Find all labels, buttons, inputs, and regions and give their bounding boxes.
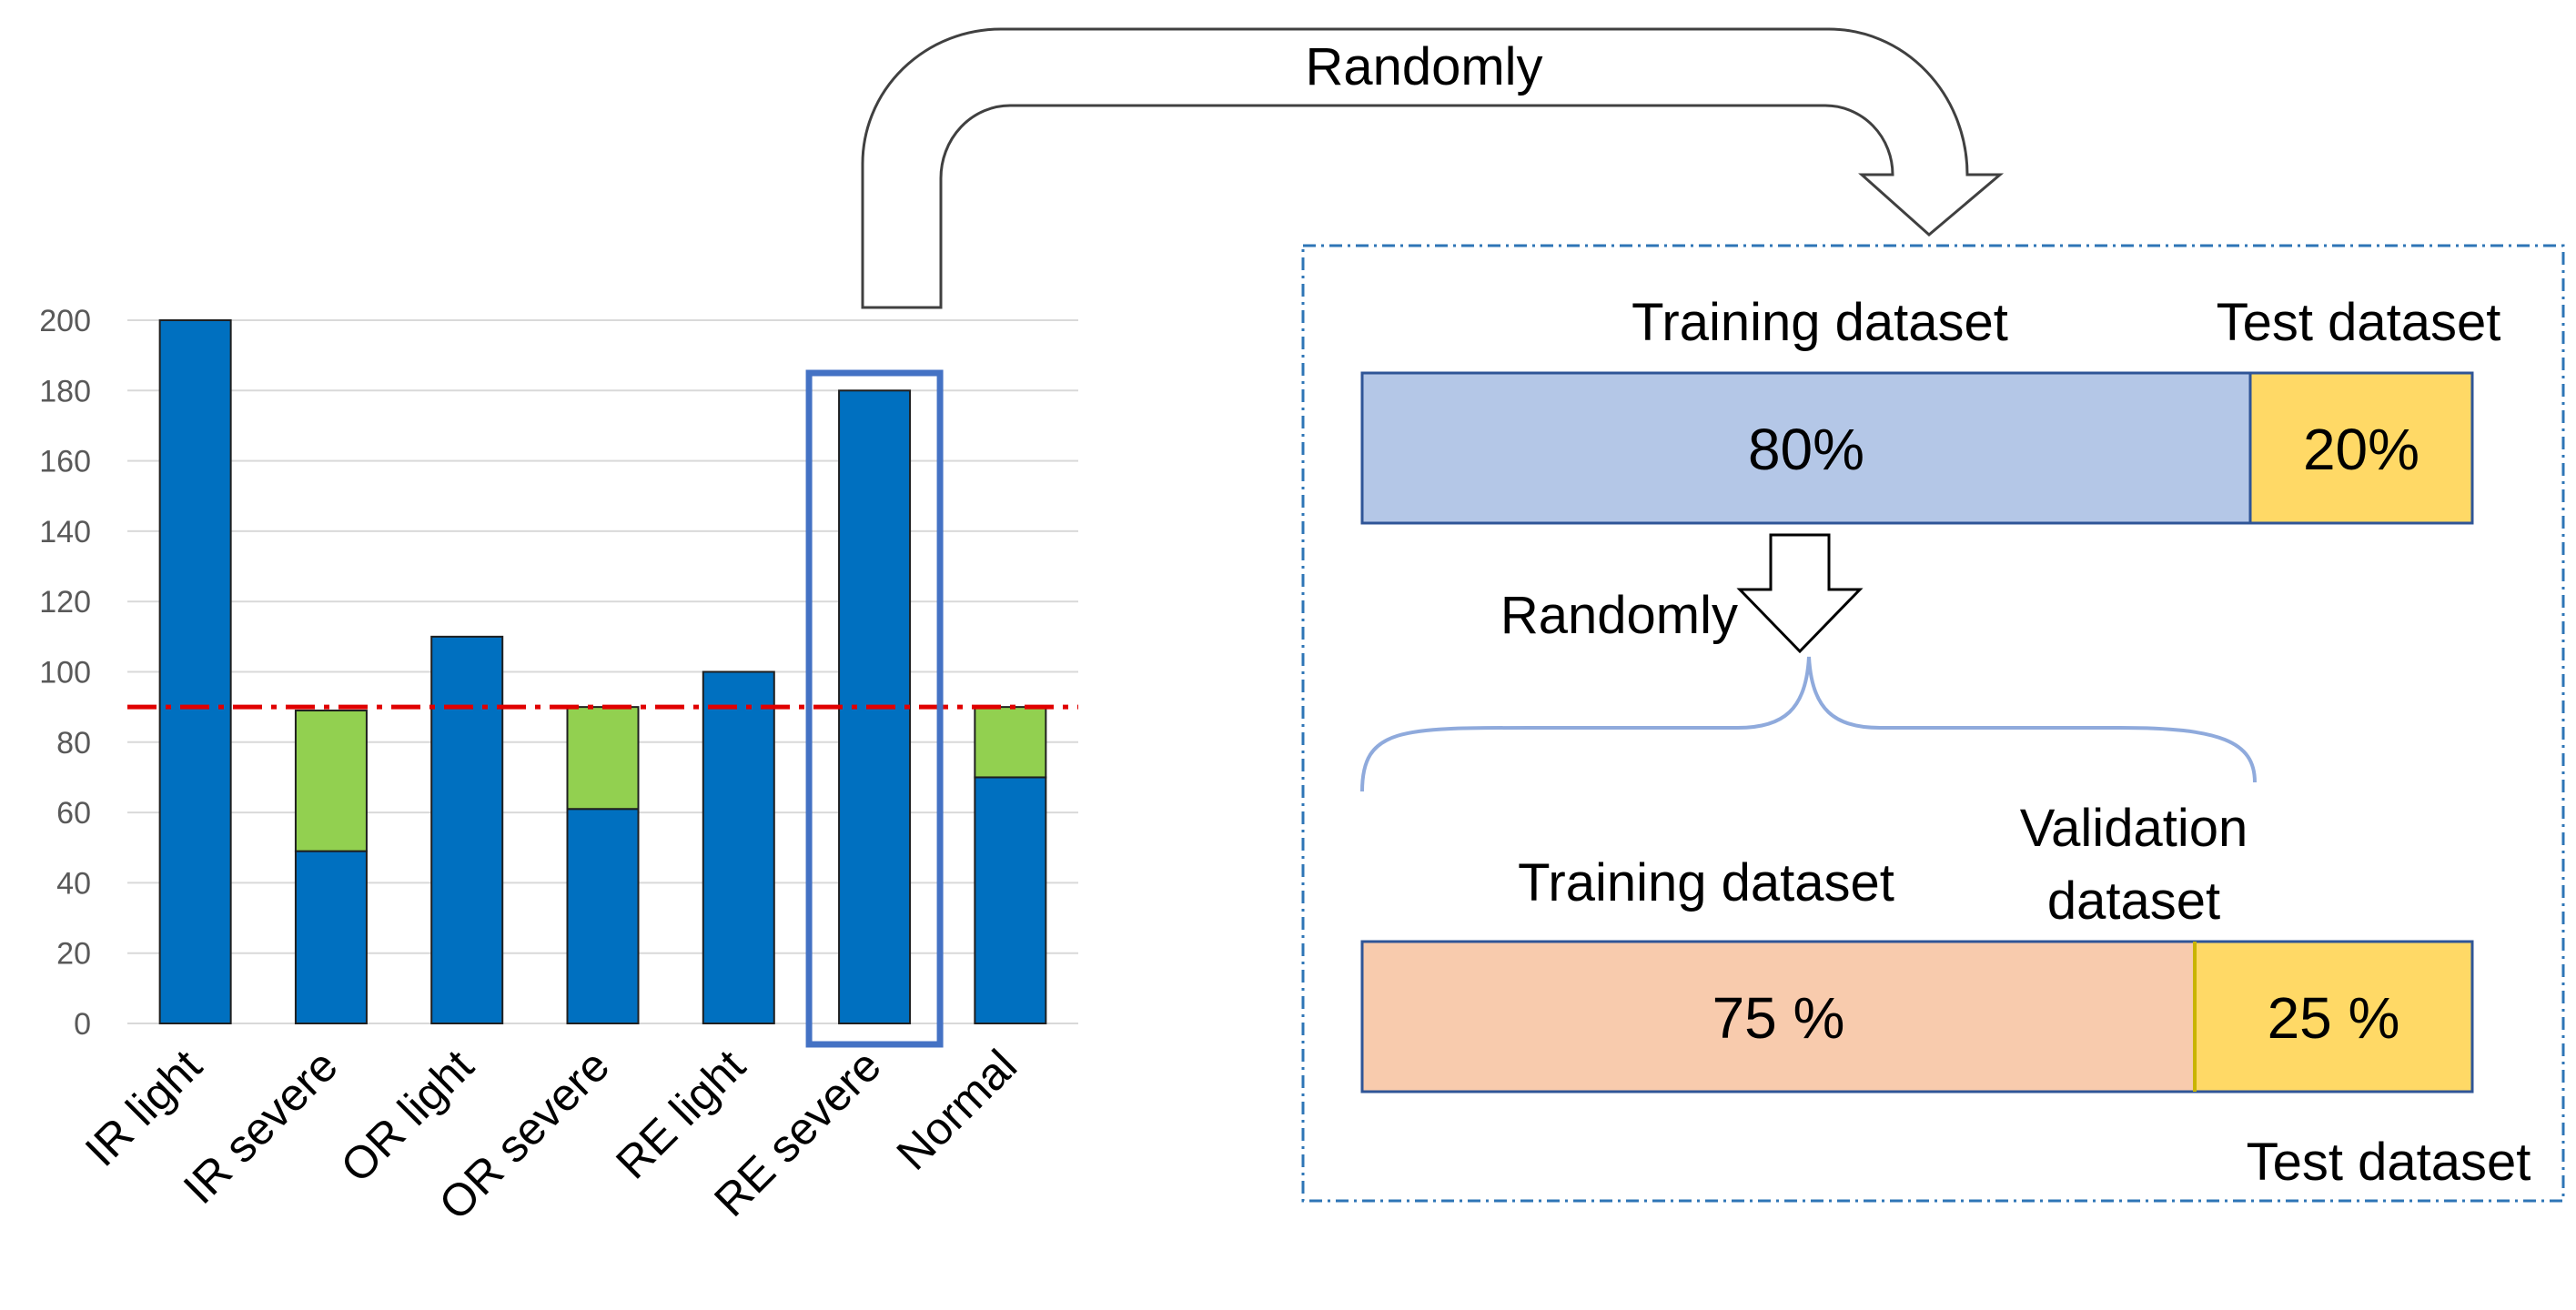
y-tick-label: 180 <box>39 374 91 408</box>
curved-arrow <box>861 27 2005 309</box>
y-tick-label: 60 <box>56 796 91 831</box>
category-label: Normal <box>887 1040 1027 1180</box>
split2-val-percent: 25 % <box>2268 985 2400 1051</box>
bar-original <box>702 670 775 1024</box>
chart-bars <box>158 319 1047 1024</box>
bar-original <box>974 776 1047 1024</box>
bar-augmented <box>566 706 640 811</box>
split2-train-bar <box>1360 940 2197 1093</box>
y-tick-label: 160 <box>39 445 91 479</box>
bar-original <box>294 850 368 1024</box>
bar-original <box>566 808 640 1024</box>
highlight-box <box>805 369 944 1048</box>
split2-val-bar <box>2193 940 2474 1093</box>
bar-original <box>430 635 504 1024</box>
split2-val-label-line2: dataset <box>2047 872 2220 931</box>
y-tick-label: 40 <box>56 866 91 901</box>
y-tick-label: 100 <box>39 656 91 690</box>
y-tick-label: 120 <box>39 585 91 620</box>
top-arrow-label: Randomly <box>1305 37 1542 96</box>
down-arrow <box>1736 533 1864 654</box>
split1-train-percent: 80% <box>1748 417 1864 482</box>
bar-augmented <box>974 706 1047 779</box>
y-tick-label: 80 <box>56 726 91 761</box>
curly-brace <box>1360 656 2257 792</box>
split1-test-label: Test dataset <box>2217 293 2501 352</box>
chart-y-tick-labels: 0 20 40 60 80 100 120 140 160 180 200 <box>39 304 91 1042</box>
y-tick-label: 140 <box>39 515 91 549</box>
down-arrow-label: Randomly <box>1500 586 1738 645</box>
y-tick-label: 0 <box>74 1007 91 1042</box>
bar-augmented <box>294 710 368 852</box>
bottom-test-label: Test dataset <box>2247 1133 2531 1192</box>
y-tick-label: 20 <box>56 937 91 972</box>
split1-train-label: Training dataset <box>1631 293 2008 352</box>
split1-test-bar <box>2248 371 2474 525</box>
category-label: IR light <box>76 1040 212 1176</box>
bar-original <box>158 319 232 1024</box>
y-tick-label: 200 <box>39 304 91 338</box>
split2-train-label: Training dataset <box>1518 853 1894 912</box>
split2-train-percent: 75 % <box>1712 985 1845 1051</box>
split1-test-percent: 20% <box>2303 417 2419 482</box>
split2-val-label-line1: Validation <box>2020 799 2248 858</box>
